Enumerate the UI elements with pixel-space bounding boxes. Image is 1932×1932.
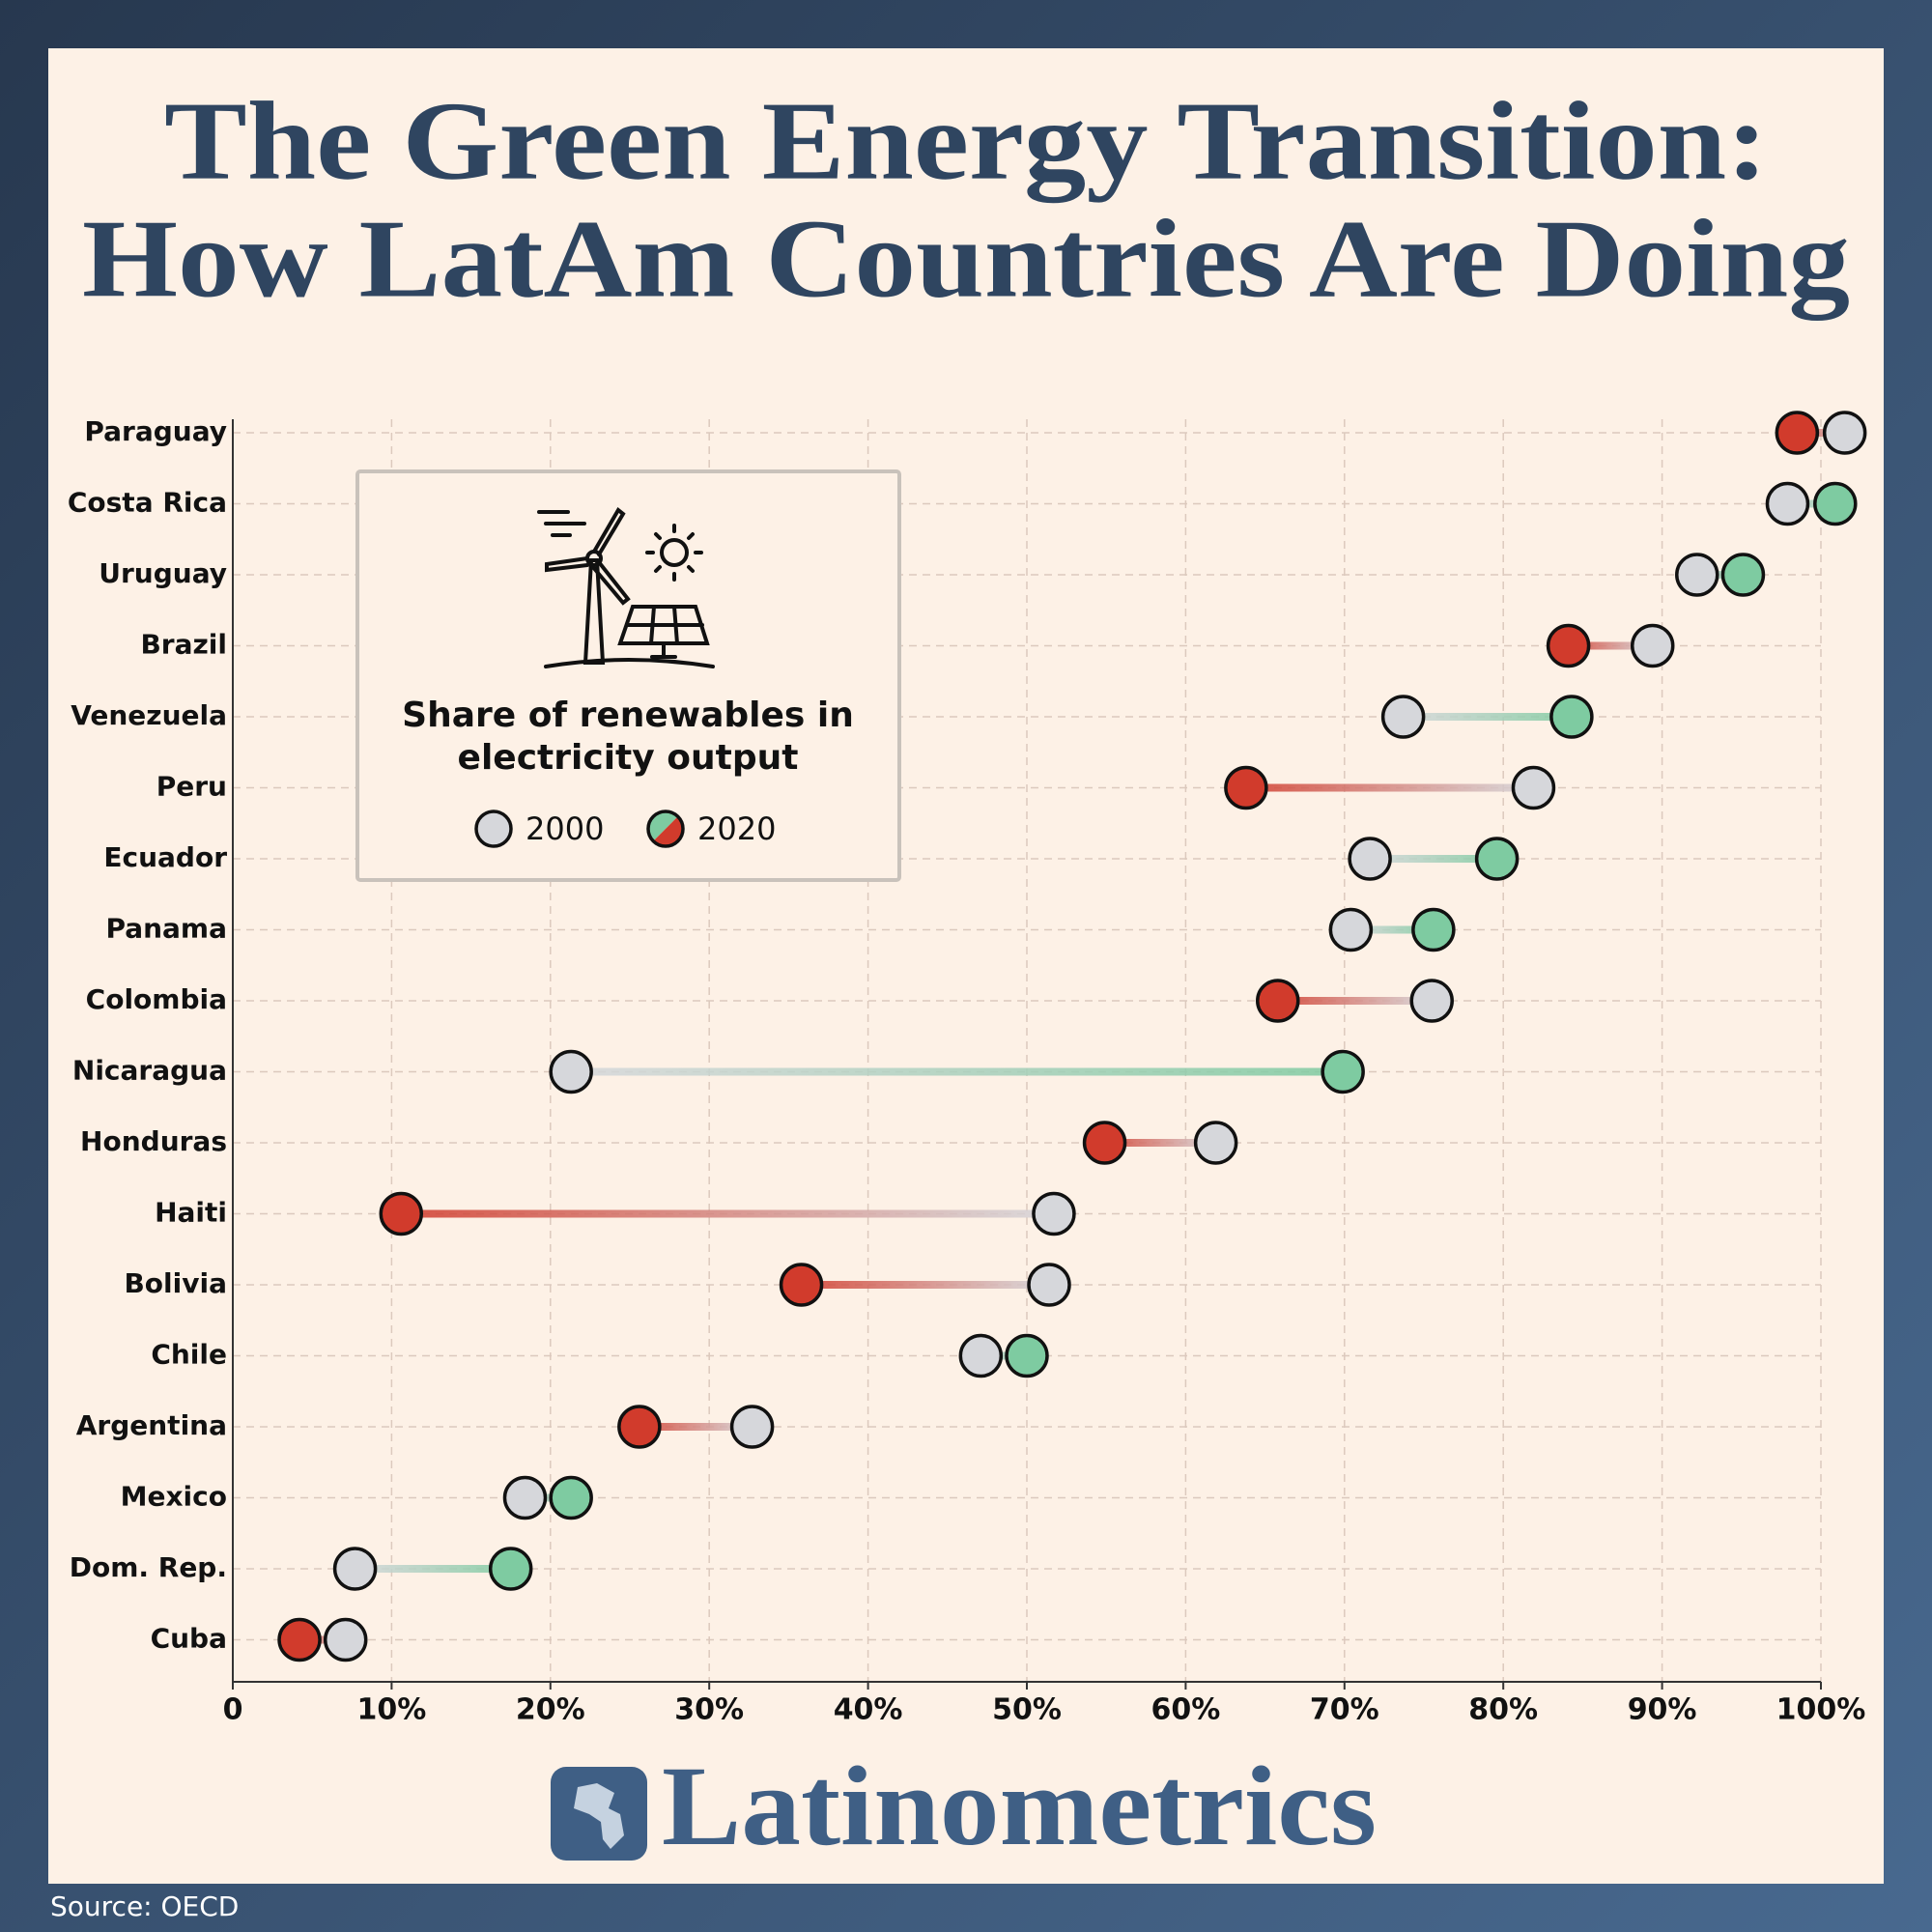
legend-swatch	[646, 810, 685, 848]
y-tick-label: Uruguay	[99, 557, 227, 589]
y-tick-label: Costa Rica	[68, 487, 227, 519]
legend: Share of renewables in electricity outpu…	[355, 469, 901, 882]
dot-2020	[1546, 623, 1591, 668]
dot-2020	[1775, 411, 1820, 455]
y-tick-label: Peru	[156, 771, 227, 803]
y-tick-label: Honduras	[80, 1125, 227, 1157]
panel	[48, 48, 1884, 1884]
legend-icon	[537, 506, 715, 668]
legend-swatch	[648, 811, 678, 841]
dot-2020	[277, 1617, 322, 1662]
x-tick-label: 20%	[516, 1693, 585, 1727]
legend-label: 2000	[526, 810, 604, 847]
x-tick-label: 100%	[1776, 1693, 1866, 1727]
dot-2000	[1027, 1263, 1071, 1307]
chart-title: How LatAm Countries Are Doing	[82, 198, 1850, 322]
dot-2000	[1822, 411, 1867, 455]
y-tick-label: Bolivia	[124, 1267, 227, 1299]
dot-2020	[1813, 481, 1858, 526]
y-tick-label: Dom. Rep.	[70, 1551, 227, 1583]
y-tick-label: Brazil	[140, 629, 227, 661]
y-tick-label: Mexico	[121, 1481, 227, 1513]
dot-2000	[323, 1617, 368, 1662]
dot-2020	[379, 1191, 424, 1236]
dot-2000	[1193, 1121, 1238, 1165]
chart-title: The Green Energy Transition:	[164, 80, 1768, 204]
dot-2020	[1321, 1049, 1365, 1094]
x-tick-label: 40%	[834, 1693, 903, 1727]
dot-2000	[1511, 765, 1556, 810]
dot-2000	[1380, 695, 1426, 739]
dot-2000	[549, 1049, 593, 1094]
dot-2020	[1720, 553, 1766, 597]
dot-2020	[1224, 765, 1268, 810]
dot-2020	[488, 1547, 533, 1591]
brand-logo-map	[574, 1783, 624, 1849]
y-tick-label: Colombia	[86, 983, 227, 1015]
source: Source: OECD	[50, 1890, 239, 1922]
dot-2020	[549, 1475, 593, 1520]
legend-swatch	[474, 810, 513, 848]
x-tick-label: 70%	[1310, 1693, 1379, 1727]
dot-2000	[1409, 979, 1454, 1023]
y-tick-label: Paraguay	[84, 415, 227, 447]
y-tick-label: Haiti	[155, 1197, 227, 1229]
dot-2000	[1630, 623, 1675, 668]
dot-2000	[958, 1333, 1004, 1378]
dot-2000	[502, 1475, 548, 1520]
dot-2020	[1411, 907, 1456, 952]
x-tick-label: 60%	[1151, 1693, 1220, 1727]
dot-2020	[617, 1405, 662, 1449]
dot-2000	[332, 1547, 378, 1591]
dot-2000	[1765, 481, 1810, 526]
dot-2000	[1032, 1191, 1076, 1236]
y-tick-label: Venezuela	[71, 699, 227, 731]
legend-title: electricity output	[458, 738, 799, 778]
plot-area: 0 10% 20% 30% 40% 50% 60% 70% 80% 90% 100% Paraguay…	[68, 411, 1867, 1727]
y-tick-label: Chile	[151, 1339, 227, 1371]
dot-2020	[1256, 979, 1300, 1023]
dot-2000	[1675, 553, 1719, 597]
dot-2000	[1348, 837, 1392, 881]
brand-name: Latinometrics	[662, 1743, 1377, 1869]
dot-2000	[729, 1405, 775, 1449]
legend-title: Share of renewables in	[402, 696, 854, 735]
dot-2000	[1328, 907, 1374, 952]
dot-2020	[1082, 1121, 1127, 1165]
y-tick-label: Nicaragua	[72, 1055, 227, 1087]
x-tick-label: 30%	[674, 1693, 744, 1727]
legend-box	[355, 469, 901, 882]
x-tick-label: 50%	[992, 1693, 1062, 1727]
y-tick-label: Cuba	[151, 1623, 227, 1655]
x-tick-label: 10%	[356, 1693, 426, 1727]
dot-2020	[1549, 695, 1594, 739]
y-tick-label: Ecuador	[103, 841, 227, 873]
y-tick-label: Panama	[105, 913, 227, 945]
legend-swatch	[653, 816, 683, 846]
legend-label: 2020	[697, 810, 776, 847]
x-tick-label: 0	[223, 1693, 243, 1727]
dot-2020	[779, 1263, 824, 1307]
y-tick-label: Argentina	[76, 1409, 227, 1441]
x-tick-label: 90%	[1628, 1693, 1697, 1727]
dot-2020	[1474, 837, 1520, 881]
x-tick-label: 80%	[1468, 1693, 1538, 1727]
dot-2020	[1005, 1333, 1049, 1378]
